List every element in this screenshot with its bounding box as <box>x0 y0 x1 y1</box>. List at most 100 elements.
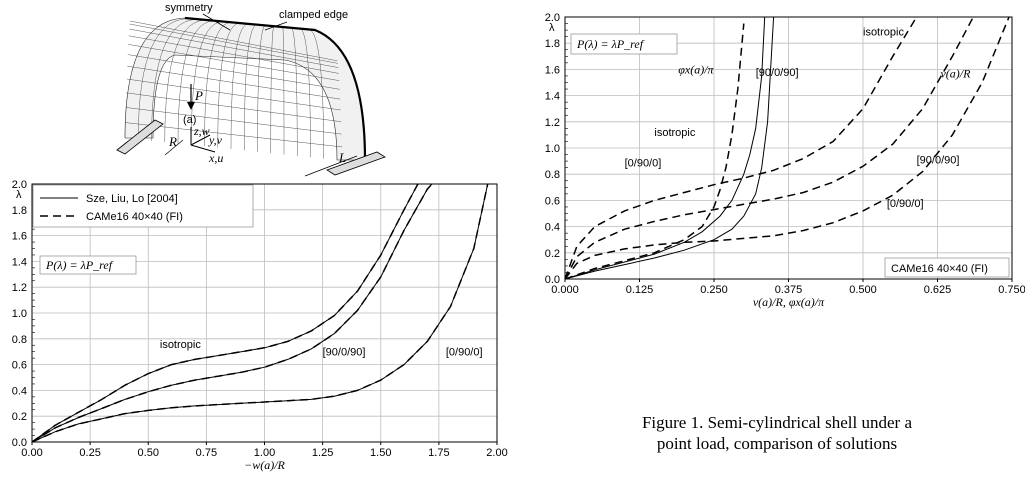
x-tick-label: 0.50 <box>138 447 159 459</box>
mesh-line-long <box>126 92 342 122</box>
y-tick-label: 0.4 <box>545 222 560 234</box>
annotation-0-90-0-phi: [0/90/0] <box>625 157 662 169</box>
x-tick-label: 0.500 <box>849 284 877 296</box>
x-tick-label: 0.125 <box>626 284 654 296</box>
series-came16-line <box>31 183 489 443</box>
mesh-line-long <box>127 54 340 90</box>
clamped-base-left <box>116 119 164 155</box>
mesh-line-long <box>128 35 339 74</box>
series-reference-line <box>31 183 419 443</box>
y-tick-label: 0.0 <box>545 274 560 286</box>
mesh-line-long <box>125 122 343 148</box>
series-line <box>564 16 918 280</box>
x-tick-label: 0.375 <box>775 284 803 296</box>
mesh-line-ring <box>217 23 242 148</box>
plot-frame <box>564 16 1013 280</box>
x-tick-label: 0.25 <box>79 447 100 459</box>
y-axis-label: λ <box>549 22 555 34</box>
y-tick-label: 0.8 <box>12 334 27 346</box>
formula-box <box>39 255 137 275</box>
mesh-line-ring <box>204 22 234 147</box>
series-line <box>564 23 745 280</box>
point-label: (a) <box>183 114 196 126</box>
clamped-base-right <box>326 151 386 176</box>
legend-box <box>32 184 254 228</box>
mesh-line-long <box>127 65 341 100</box>
y-tick-label: 2.0 <box>545 12 560 24</box>
x-axis-label: v(a)/R, φx(a)/π <box>753 295 825 309</box>
load-arrowhead <box>187 102 195 110</box>
y-tick-label: 1.4 <box>12 256 27 268</box>
y-axis <box>190 134 211 146</box>
method-label: CAMe16 40×40 (FI) <box>891 263 988 275</box>
x-tick-label: 1.50 <box>370 447 391 459</box>
x-tick-label: 0.750 <box>998 284 1025 296</box>
x-tick-label: 0.625 <box>924 284 952 296</box>
radius-line <box>164 139 184 156</box>
y-axis-label: λ <box>16 189 22 201</box>
series-line <box>564 16 766 280</box>
clamped-edge-label: clamped edge <box>279 9 348 21</box>
legend-label-came16: CAMe16 40×40 (FI) <box>86 211 183 223</box>
left-chart: 0.00 0.25 0.50 0.75 1.00 1.25 1.50 1.75 2.00 0.0 0… <box>12 179 508 472</box>
mesh-line-long <box>129 28 339 68</box>
series-came16-line <box>31 183 433 443</box>
annotation-v: v(a)/R <box>940 66 971 80</box>
y-tick-label: 1.0 <box>12 308 27 320</box>
mesh-line-long <box>129 23 338 64</box>
annotation-90-0-90-phi: [90/0/90] <box>756 67 799 79</box>
mesh-line-long <box>126 78 341 111</box>
y-tick-label: 1.8 <box>545 38 560 50</box>
annotation-isotropic: isotropic <box>160 339 201 351</box>
legend-label-sze: Sze, Liu, Lo [2004] <box>86 193 178 205</box>
y-tick-label: 1.0 <box>545 143 560 155</box>
x-tick-label: 0.75 <box>196 447 217 459</box>
mesh-line-ring <box>164 20 210 143</box>
mesh-line-ring <box>138 18 194 140</box>
y-tick-label: 0.8 <box>545 169 560 181</box>
series-line <box>564 16 775 280</box>
y-tick-label: 0.0 <box>12 437 27 449</box>
y-tick-label: 2.0 <box>12 179 27 191</box>
annotation-90-0-90: [90/0/90] <box>323 347 366 359</box>
mesh-line-ring <box>177 20 218 144</box>
symmetry-leader <box>202 13 231 31</box>
plot-frame <box>31 183 498 443</box>
y-tick-label: 0.2 <box>545 248 560 260</box>
y-tick-label: 0.6 <box>12 360 27 372</box>
clamped-edge-leader <box>264 21 288 31</box>
figure-caption: Figure 1. Semi-cylindrical shell under a… <box>641 413 913 453</box>
radius-label: R <box>168 134 177 149</box>
y-tick-label: 1.6 <box>12 231 27 243</box>
x-axis-label: x,u <box>208 151 223 165</box>
y-tick-label: 1.4 <box>545 91 560 103</box>
mesh-line-long <box>128 44 340 81</box>
mesh-line-ring <box>230 23 251 150</box>
clamped-edge-line <box>184 16 367 161</box>
annotation-0-90-0-v: [0/90/0] <box>887 198 924 210</box>
x-tick-label: 1.75 <box>428 447 449 459</box>
y-tick-label: 0.4 <box>12 385 27 397</box>
y-tick-label: 0.2 <box>12 411 27 423</box>
z-axis-label: z,w <box>193 124 210 138</box>
annotation-90-0-90-v: [90/0/90] <box>917 155 960 167</box>
method-box <box>884 257 1010 278</box>
y-tick-label: 1.2 <box>545 117 560 129</box>
series-line <box>564 16 1010 280</box>
annotation-isotropic-phi: isotropic <box>654 127 695 139</box>
annotation-0-90-0: [0/90/0] <box>446 347 483 359</box>
x-axis <box>190 144 216 153</box>
annotation-phi: φx(a)/π <box>678 62 714 76</box>
y-tick-label: 1.6 <box>545 64 560 76</box>
annotation-isotropic-v: isotropic <box>863 26 904 38</box>
formula-label: P(λ) = λP_ref <box>45 258 114 272</box>
length-dim <box>304 155 358 177</box>
formula-box <box>570 33 678 55</box>
mesh-line-ring <box>151 19 202 141</box>
length-label: L <box>338 150 346 165</box>
shell-diagram: symmetry clamped edge P (a) z,w y,v x,u … <box>116 2 386 177</box>
y-tick-label: 1.8 <box>12 205 27 217</box>
y-tick-label: 0.6 <box>545 195 560 207</box>
y-axis-label: y,v <box>208 133 223 147</box>
